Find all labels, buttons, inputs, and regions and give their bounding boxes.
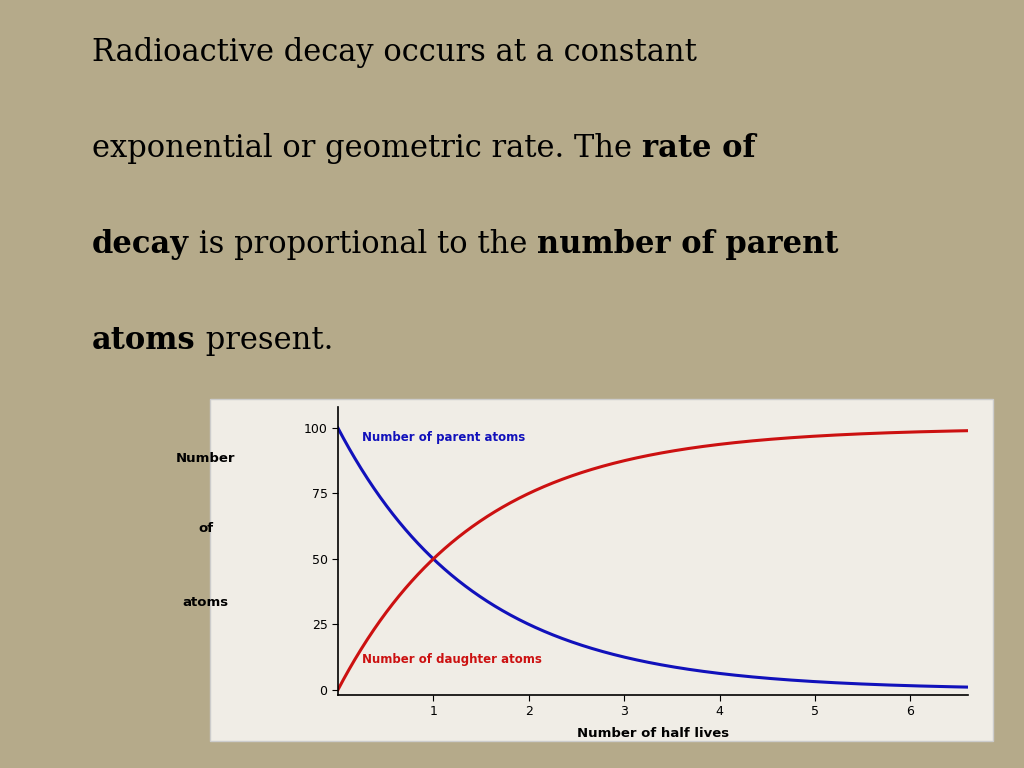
X-axis label: Number of half lives: Number of half lives xyxy=(577,727,729,740)
Text: Number: Number xyxy=(176,452,236,465)
Text: number of parent: number of parent xyxy=(538,230,839,260)
Text: atoms: atoms xyxy=(182,597,228,609)
Text: atoms: atoms xyxy=(92,326,196,356)
Text: is proportional to the: is proportional to the xyxy=(189,230,538,260)
Text: of: of xyxy=(198,521,213,535)
Text: rate of: rate of xyxy=(642,134,756,164)
Text: present.: present. xyxy=(196,326,333,356)
Text: Number of daughter atoms: Number of daughter atoms xyxy=(361,653,542,666)
Text: decay: decay xyxy=(92,230,189,260)
Text: exponential or geometric rate. The: exponential or geometric rate. The xyxy=(92,134,642,164)
Text: Number of parent atoms: Number of parent atoms xyxy=(361,431,525,444)
Text: Radioactive decay occurs at a constant: Radioactive decay occurs at a constant xyxy=(92,38,697,68)
